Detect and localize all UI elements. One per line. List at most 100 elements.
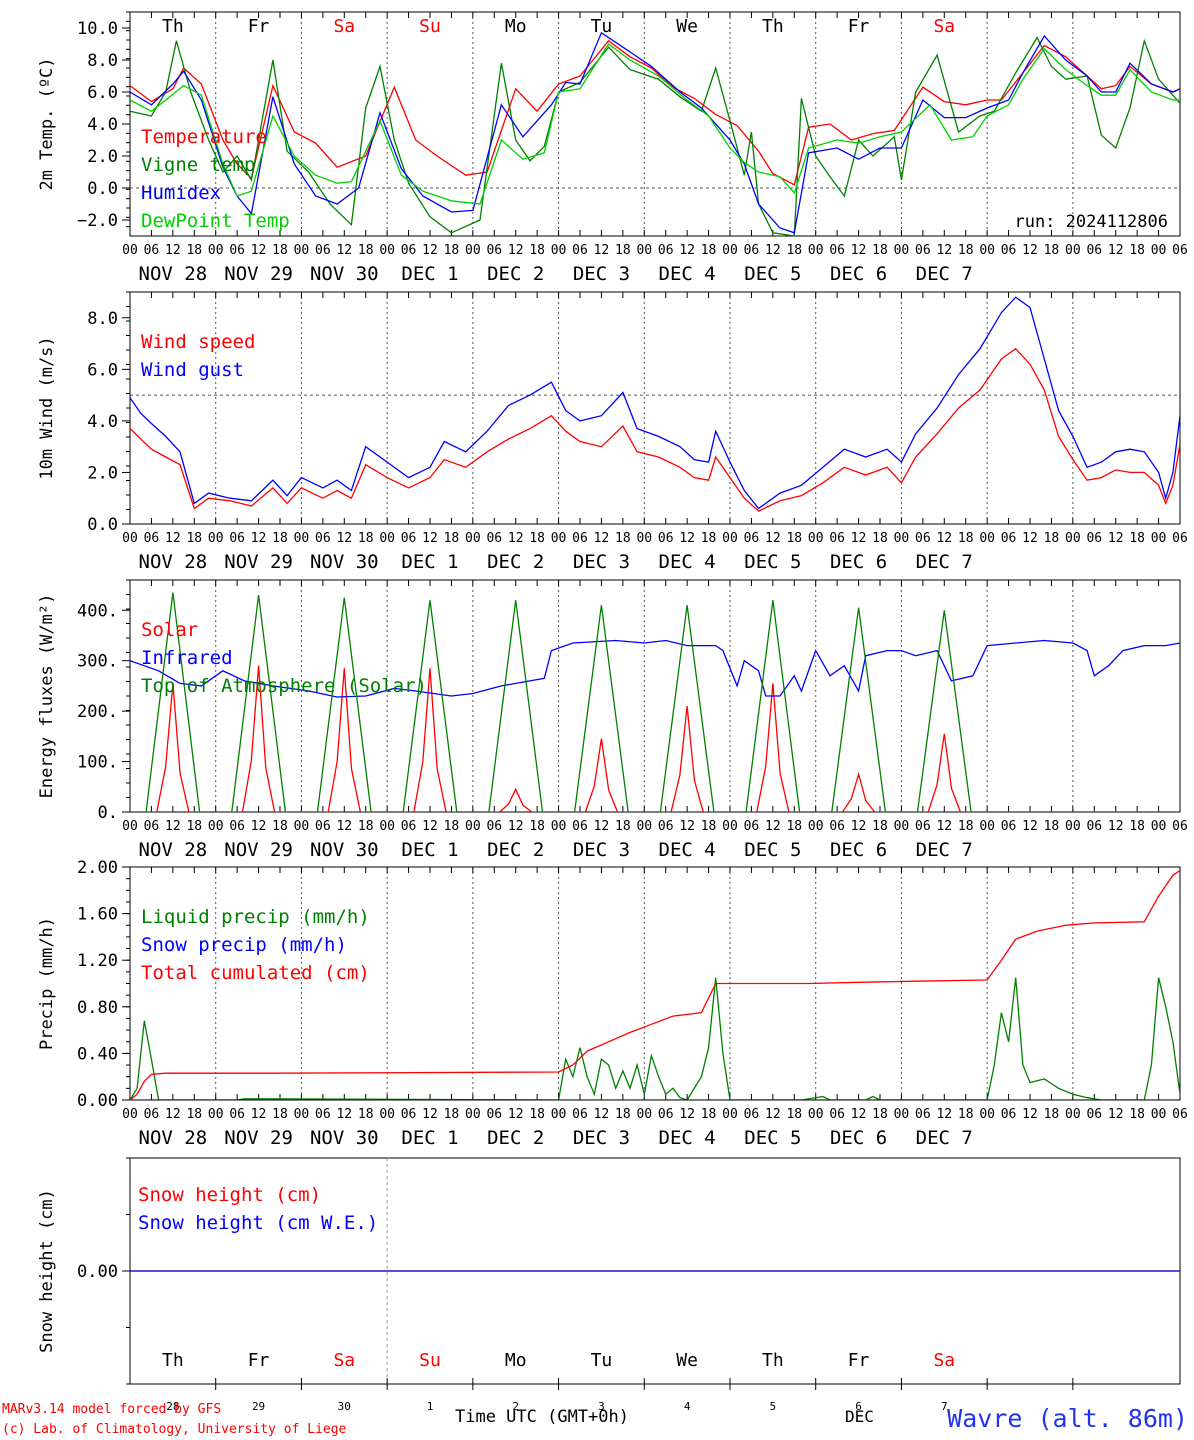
hour-tick-label: 12 [1022, 819, 1038, 834]
day-of-week-label: We [676, 1350, 698, 1371]
hour-tick-label: 00 [379, 243, 395, 258]
y-tick-label: 2.0 [87, 147, 118, 167]
series-line-vigne-temp [130, 36, 1180, 236]
hour-tick-label: 06 [1001, 1107, 1017, 1122]
hour-tick-label: 12 [1108, 1107, 1124, 1122]
hour-tick-label: 00 [636, 531, 652, 546]
hour-tick-label: 06 [829, 243, 845, 258]
hour-tick-label: 18 [872, 243, 888, 258]
y-tick-label: 1.20 [77, 951, 118, 971]
hour-tick-label: 00 [465, 243, 481, 258]
y-tick-label: 0.80 [77, 998, 118, 1018]
month-label: DEC [845, 1407, 874, 1426]
hour-tick-label: 06 [1086, 531, 1102, 546]
hour-tick-label: 18 [358, 531, 374, 546]
y-tick-label: 4.0 [87, 412, 118, 432]
legend-item: Solar [141, 619, 198, 641]
hour-tick-label: 00 [208, 819, 224, 834]
date-label: DEC 3 [573, 839, 630, 861]
hour-tick-label: 00 [379, 531, 395, 546]
y-axis-label: Energy fluxes (W/m²) [37, 594, 57, 799]
hour-tick-label: 06 [1086, 1107, 1102, 1122]
hour-tick-label: 00 [208, 243, 224, 258]
date-label: DEC 1 [401, 551, 458, 573]
day-of-week-label: Th [162, 1350, 184, 1371]
day-of-week-label: Mo [505, 1350, 527, 1371]
hour-tick-label: 18 [272, 243, 288, 258]
hour-tick-label: 06 [744, 1107, 760, 1122]
hour-tick-label: 06 [401, 531, 417, 546]
date-label: DEC 2 [487, 551, 544, 573]
day-of-week-label: Sa [933, 1350, 955, 1371]
hour-tick-label: 00 [294, 1107, 310, 1122]
hour-tick-label: 12 [508, 1107, 524, 1122]
hour-tick-label: 06 [1001, 243, 1017, 258]
hour-tick-label: 18 [529, 1107, 545, 1122]
hour-tick-label: 12 [1108, 243, 1124, 258]
hour-tick-label: 00 [379, 819, 395, 834]
date-label: DEC 4 [659, 839, 716, 861]
date-label: DEC 2 [487, 839, 544, 861]
y-tick-label: 0.0 [87, 515, 118, 535]
date-label: NOV 30 [310, 263, 379, 285]
hour-tick-label: 18 [615, 531, 631, 546]
date-label: DEC 1 [401, 263, 458, 285]
legend-item: Temperature [141, 126, 267, 148]
panel-temp: 10.0 8.0 6.0 4.0 2.0 0.0 −2.0 2m Temp. (ºC) 00 06… [37, 11, 1188, 285]
hour-tick-label: 00 [122, 531, 138, 546]
hour-tick-label: 18 [529, 243, 545, 258]
date-label: DEC 7 [916, 263, 973, 285]
credit-model: MARv3.14 model forced by GFS [2, 1402, 221, 1417]
legend-item: Infrared [141, 647, 233, 669]
date-label: DEC 2 [487, 263, 544, 285]
day-number-label: 6 [855, 1400, 862, 1413]
hour-tick-label: 00 [722, 819, 738, 834]
x-axis-label: Time UTC (GMT+0h) [455, 1407, 629, 1427]
hour-tick-label: 18 [272, 1107, 288, 1122]
date-label: DEC 6 [830, 839, 887, 861]
hour-tick-label: 18 [358, 819, 374, 834]
hour-tick-label: 12 [422, 819, 438, 834]
hour-tick-label: 00 [465, 531, 481, 546]
day-of-week-label: Tu [591, 1350, 613, 1371]
hour-tick-label: 12 [165, 531, 181, 546]
y-axis-label: Snow height (cm) [37, 1189, 57, 1353]
plot-frame [129, 11, 1181, 237]
date-label: NOV 29 [224, 263, 293, 285]
hour-tick-label: 12 [851, 531, 867, 546]
hour-tick-label: 06 [658, 819, 674, 834]
y-tick-label: 0.0 [87, 179, 118, 199]
legend-item: Top of Atmosphere (Solar) [141, 675, 427, 697]
hour-tick-label: 00 [722, 531, 738, 546]
hour-tick-label: 00 [1065, 1107, 1081, 1122]
series-group [130, 592, 1180, 812]
hour-tick-label: 18 [358, 1107, 374, 1122]
hour-tick-label: 12 [422, 243, 438, 258]
hour-tick-label: 18 [872, 531, 888, 546]
hour-tick-label: 18 [958, 243, 974, 258]
hour-tick-label: 18 [615, 1107, 631, 1122]
series-line-temperature [130, 39, 1180, 186]
hour-tick-label: 00 [465, 819, 481, 834]
hour-tick-label: 18 [1129, 1107, 1145, 1122]
hour-tick-label: 12 [251, 1107, 267, 1122]
hour-tick-label: 12 [679, 243, 695, 258]
panels: 10.08.06.04.02.00.0−2.02m Temp. (ºC)00 06… [37, 11, 1188, 1413]
hour-tick-label: 18 [444, 1107, 460, 1122]
hour-tick-label: 00 [808, 819, 824, 834]
y-tick-label: 200. [77, 702, 118, 722]
hour-tick-label: 06 [915, 531, 931, 546]
credit-lab: (c) Lab. of Climatology, University of L… [2, 1422, 347, 1437]
hour-tick-label: 12 [165, 1107, 181, 1122]
hour-tick-label: 12 [594, 531, 610, 546]
hour-tick-label: 12 [1022, 531, 1038, 546]
hour-tick-label: 00 [894, 531, 910, 546]
hour-tick-label: 00 [551, 1107, 567, 1122]
hour-tick-label: 18 [958, 531, 974, 546]
day-of-week-label: Sa [333, 16, 355, 37]
legend-item: Wind gust [141, 359, 244, 381]
hour-tick-label: 12 [165, 819, 181, 834]
hour-tick-label: 06 [144, 243, 160, 258]
y-tick-label: 10.0 [77, 19, 118, 39]
plot-frame [129, 291, 1181, 525]
